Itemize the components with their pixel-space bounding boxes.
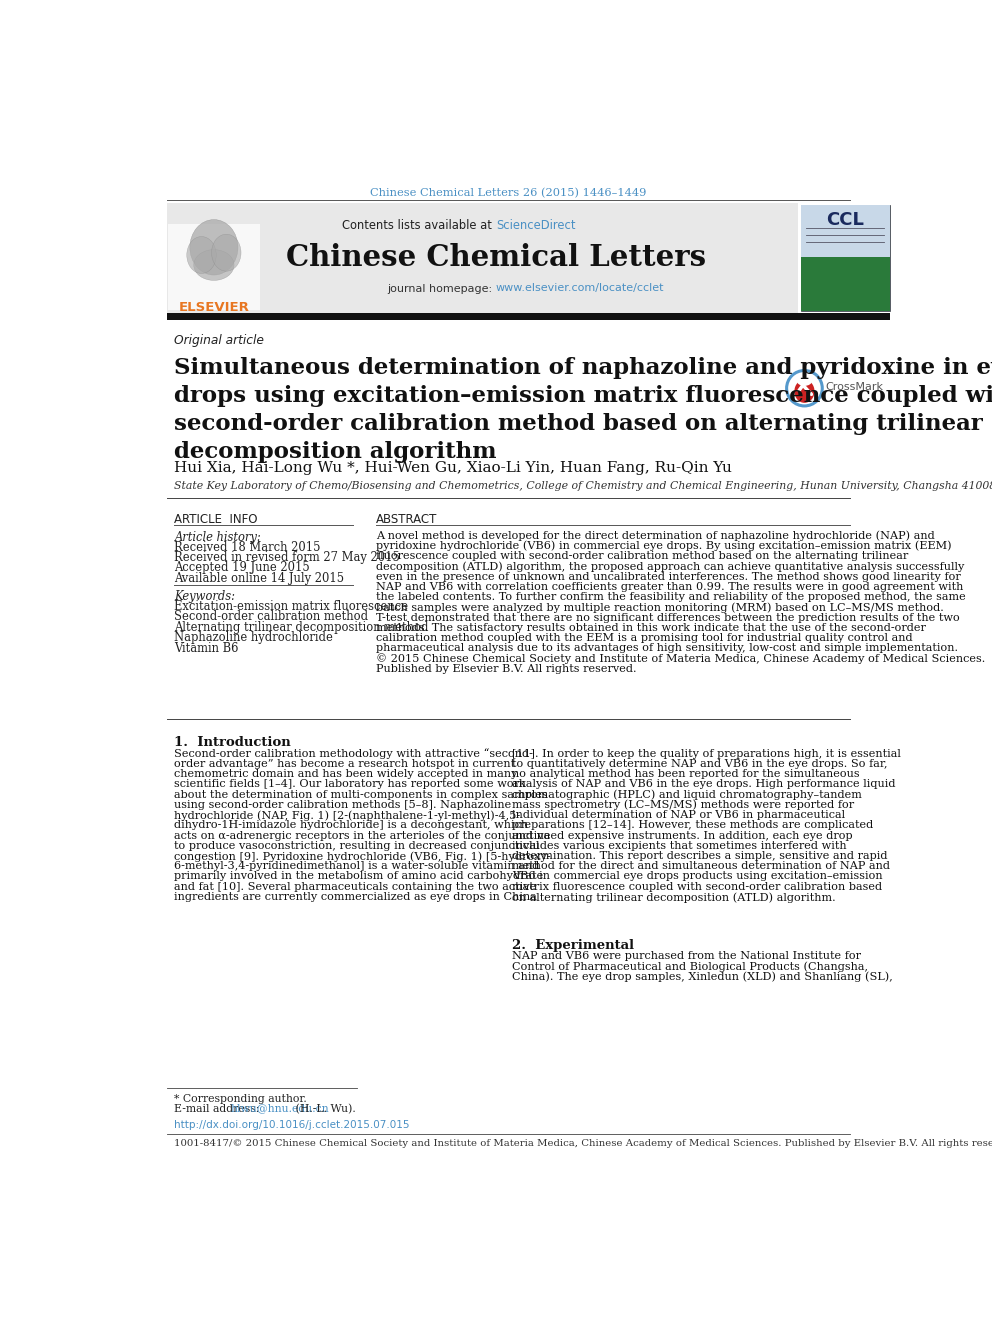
- Text: matrix fluorescence coupled with second-order calibration based: matrix fluorescence coupled with second-…: [512, 881, 883, 892]
- Text: decomposition (ATLD) algorithm, the proposed approach can achieve quantitative a: decomposition (ATLD) algorithm, the prop…: [376, 561, 964, 572]
- Text: T-test demonstrated that there are no significant differences between the predic: T-test demonstrated that there are no si…: [376, 613, 959, 623]
- Ellipse shape: [795, 380, 814, 402]
- Text: Simultaneous determination of naphazoline and pyridoxine in eye
drops using exci: Simultaneous determination of naphazolin…: [175, 357, 992, 463]
- Text: and need expensive instruments. In addition, each eye drop: and need expensive instruments. In addit…: [512, 831, 853, 840]
- Text: CrossMark: CrossMark: [825, 382, 883, 392]
- Text: www.elsevier.com/locate/cclet: www.elsevier.com/locate/cclet: [496, 283, 665, 294]
- Text: primarily involved in the metabolism of amino acid carbohydrate: primarily involved in the metabolism of …: [175, 872, 544, 881]
- Text: © 2015 Chinese Chemical Society and Institute of Materia Medica, Chinese Academy: © 2015 Chinese Chemical Society and Inst…: [376, 654, 985, 664]
- Text: Received 18 March 2015: Received 18 March 2015: [175, 541, 320, 554]
- Text: State Key Laboratory of Chemo/Biosensing and Chemometrics, College of Chemistry : State Key Laboratory of Chemo/Biosensing…: [175, 480, 992, 491]
- Ellipse shape: [797, 376, 812, 386]
- Text: Accepted 19 June 2015: Accepted 19 June 2015: [175, 561, 310, 574]
- Text: 1.  Introduction: 1. Introduction: [175, 737, 291, 749]
- Text: Control of Pharmaceutical and Biological Products (Changsha,: Control of Pharmaceutical and Biological…: [512, 962, 868, 972]
- Text: Chinese Chemical Letters: Chinese Chemical Letters: [286, 243, 706, 273]
- Text: calibration method coupled with the EEM is a promising tool for industrial quali: calibration method coupled with the EEM …: [376, 634, 913, 643]
- Text: using second-order calibration methods [5–8]. Naphazoline: using second-order calibration methods […: [175, 800, 512, 810]
- Text: to quantitatively determine NAP and VB6 in the eye drops. So far,: to quantitatively determine NAP and VB6 …: [512, 759, 888, 769]
- Text: determination. This report describes a simple, sensitive and rapid: determination. This report describes a s…: [512, 851, 888, 861]
- Text: NAP and VB6 with correlation coefficients greater than 0.99. The results were in: NAP and VB6 with correlation coefficient…: [376, 582, 963, 591]
- Text: Published by Elsevier B.V. All rights reserved.: Published by Elsevier B.V. All rights re…: [376, 664, 637, 673]
- Text: fluorescence coupled with second-order calibration method based on the alternati: fluorescence coupled with second-order c…: [376, 552, 908, 561]
- Text: Article history:: Article history:: [175, 531, 261, 544]
- Text: Contents lists available at: Contents lists available at: [342, 218, 496, 232]
- Text: Chinese Chemical Letters 26 (2015) 1446–1449: Chinese Chemical Letters 26 (2015) 1446–…: [370, 188, 647, 198]
- Text: the labeled contents. To further confirm the feasibility and reliability of the : the labeled contents. To further confirm…: [376, 593, 965, 602]
- Text: preparations [12–14]. However, these methods are complicated: preparations [12–14]. However, these met…: [512, 820, 874, 831]
- Text: (H.-L. Wu).: (H.-L. Wu).: [293, 1103, 356, 1114]
- Text: Excitation-emission matrix fluorescence: Excitation-emission matrix fluorescence: [175, 599, 409, 613]
- Text: Available online 14 July 2015: Available online 14 July 2015: [175, 572, 344, 585]
- Text: and fat [10]. Several pharmaceuticals containing the two active: and fat [10]. Several pharmaceuticals co…: [175, 881, 537, 892]
- Text: even in the presence of unknown and uncalibrated interferences. The method shows: even in the presence of unknown and unca…: [376, 572, 960, 582]
- Text: A novel method is developed for the direct determination of naphazoline hydrochl: A novel method is developed for the dire…: [376, 531, 934, 541]
- Text: China). The eye drop samples, Xinledun (XLD) and Shanliang (SL),: China). The eye drop samples, Xinledun (…: [512, 971, 893, 982]
- Bar: [801, 257, 891, 311]
- Text: pyridoxine hydrochloride (VB6) in commercial eye drops. By using excitation–emis: pyridoxine hydrochloride (VB6) in commer…: [376, 541, 951, 552]
- Bar: [169, 224, 260, 311]
- Ellipse shape: [189, 220, 238, 275]
- Text: to produce vasoconstriction, resulting in decreased conjunctival: to produce vasoconstriction, resulting i…: [175, 840, 540, 851]
- Text: ScienceDirect: ScienceDirect: [496, 218, 575, 232]
- Text: Received in revised form 27 May 2015: Received in revised form 27 May 2015: [175, 552, 400, 564]
- Text: about the determination of multi-components in complex samples: about the determination of multi-compone…: [175, 790, 548, 799]
- Ellipse shape: [211, 234, 241, 271]
- Text: E-mail address:: E-mail address:: [175, 1103, 263, 1114]
- Text: ABSTRACT: ABSTRACT: [376, 513, 437, 527]
- Text: batch samples were analyzed by multiple reaction monitoring (MRM) based on LC–MS: batch samples were analyzed by multiple …: [376, 602, 943, 613]
- Text: no analytical method has been reported for the simultaneous: no analytical method has been reported f…: [512, 769, 860, 779]
- Bar: [801, 205, 891, 311]
- Text: NAP and VB6 were purchased from the National Institute for: NAP and VB6 were purchased from the Nati…: [512, 951, 861, 960]
- Bar: [167, 202, 799, 312]
- Text: Hui Xia, Hai-Long Wu *, Hui-Wen Gu, Xiao-Li Yin, Huan Fang, Ru-Qin Yu: Hui Xia, Hai-Long Wu *, Hui-Wen Gu, Xiao…: [175, 462, 732, 475]
- Text: includes various excipients that sometimes interfered with: includes various excipients that sometim…: [512, 840, 847, 851]
- Text: Second-order calibration methodology with attractive “second-: Second-order calibration methodology wit…: [175, 749, 534, 759]
- Text: Keywords:: Keywords:: [175, 590, 235, 603]
- Text: pharmaceutical analysis due to its advantages of high sensitivity, low-cost and : pharmaceutical analysis due to its advan…: [376, 643, 958, 654]
- Text: [11]. In order to keep the quality of preparations high, it is essential: [11]. In order to keep the quality of pr…: [512, 749, 901, 758]
- Text: individual determination of NAP or VB6 in pharmaceutical: individual determination of NAP or VB6 i…: [512, 810, 845, 820]
- Text: mass spectrometry (LC–MS/MS) methods were reported for: mass spectrometry (LC–MS/MS) methods wer…: [512, 800, 854, 811]
- Text: Original article: Original article: [175, 335, 264, 348]
- Text: * Corresponding author.: * Corresponding author.: [175, 1094, 308, 1105]
- Text: Alternating trilinear decomposition method: Alternating trilinear decomposition meth…: [175, 620, 429, 634]
- Text: analysis of NAP and VB6 in the eye drops. High performance liquid: analysis of NAP and VB6 in the eye drops…: [512, 779, 896, 790]
- Text: http://dx.doi.org/10.1016/j.cclet.2015.07.015: http://dx.doi.org/10.1016/j.cclet.2015.0…: [175, 1119, 410, 1130]
- Text: dihydro-1H-imidazole hydrochloride] is a decongestant, which: dihydro-1H-imidazole hydrochloride] is a…: [175, 820, 529, 831]
- Text: CCL: CCL: [826, 212, 864, 229]
- Text: 2.  Experimental: 2. Experimental: [512, 939, 635, 951]
- Bar: [801, 205, 891, 257]
- Text: on alternating trilinear decomposition (ATLD) algorithm.: on alternating trilinear decomposition (…: [512, 892, 836, 902]
- Text: chromatographic (HPLC) and liquid chromatography–tandem: chromatographic (HPLC) and liquid chroma…: [512, 790, 862, 800]
- Text: ARTICLE  INFO: ARTICLE INFO: [175, 513, 258, 527]
- Text: hydrochloride (NAP, Fig. 1) [2-(naphthalene-1-yl-methyl)-4,5-: hydrochloride (NAP, Fig. 1) [2-(naphthal…: [175, 810, 521, 820]
- Text: chemometric domain and has been widely accepted in many: chemometric domain and has been widely a…: [175, 769, 518, 779]
- Text: acts on α-adrenergic receptors in the arterioles of the conjunctiva: acts on α-adrenergic receptors in the ar…: [175, 831, 551, 840]
- Text: Second-order calibration method: Second-order calibration method: [175, 610, 368, 623]
- Text: ingredients are currently commercialized as eye drops in China: ingredients are currently commercialized…: [175, 892, 538, 902]
- Text: hlwu@hnu.edu.cn: hlwu@hnu.edu.cn: [230, 1103, 328, 1114]
- Text: order advantage” has become a research hotspot in current: order advantage” has become a research h…: [175, 759, 516, 769]
- Text: method for the direct and simultaneous determination of NAP and: method for the direct and simultaneous d…: [512, 861, 890, 872]
- Text: 6-methyl-3,4-pyridinedimethanol] is a water-soluble vitamin and: 6-methyl-3,4-pyridinedimethanol] is a wa…: [175, 861, 540, 872]
- Text: Naphazoline hydrochloride: Naphazoline hydrochloride: [175, 631, 333, 644]
- Ellipse shape: [193, 250, 234, 280]
- Text: methods. The satisfactory results obtained in this work indicate that the use of: methods. The satisfactory results obtain…: [376, 623, 926, 632]
- Ellipse shape: [186, 237, 216, 274]
- Bar: [167, 312, 891, 320]
- Text: scientific fields [1–4]. Our laboratory has reported some work: scientific fields [1–4]. Our laboratory …: [175, 779, 526, 790]
- Text: Vitamin B6: Vitamin B6: [175, 642, 239, 655]
- Text: ELSEVIER: ELSEVIER: [179, 302, 249, 314]
- Text: 1001-8417/© 2015 Chinese Chemical Society and Institute of Materia Medica, Chine: 1001-8417/© 2015 Chinese Chemical Societ…: [175, 1139, 992, 1148]
- Text: congestion [9]. Pyridoxine hydrochloride (VB6, Fig. 1) [5-hydroxy-: congestion [9]. Pyridoxine hydrochloride…: [175, 851, 551, 861]
- Text: journal homepage:: journal homepage:: [387, 283, 496, 294]
- Text: VB6 in commercial eye drops products using excitation–emission: VB6 in commercial eye drops products usi…: [512, 872, 883, 881]
